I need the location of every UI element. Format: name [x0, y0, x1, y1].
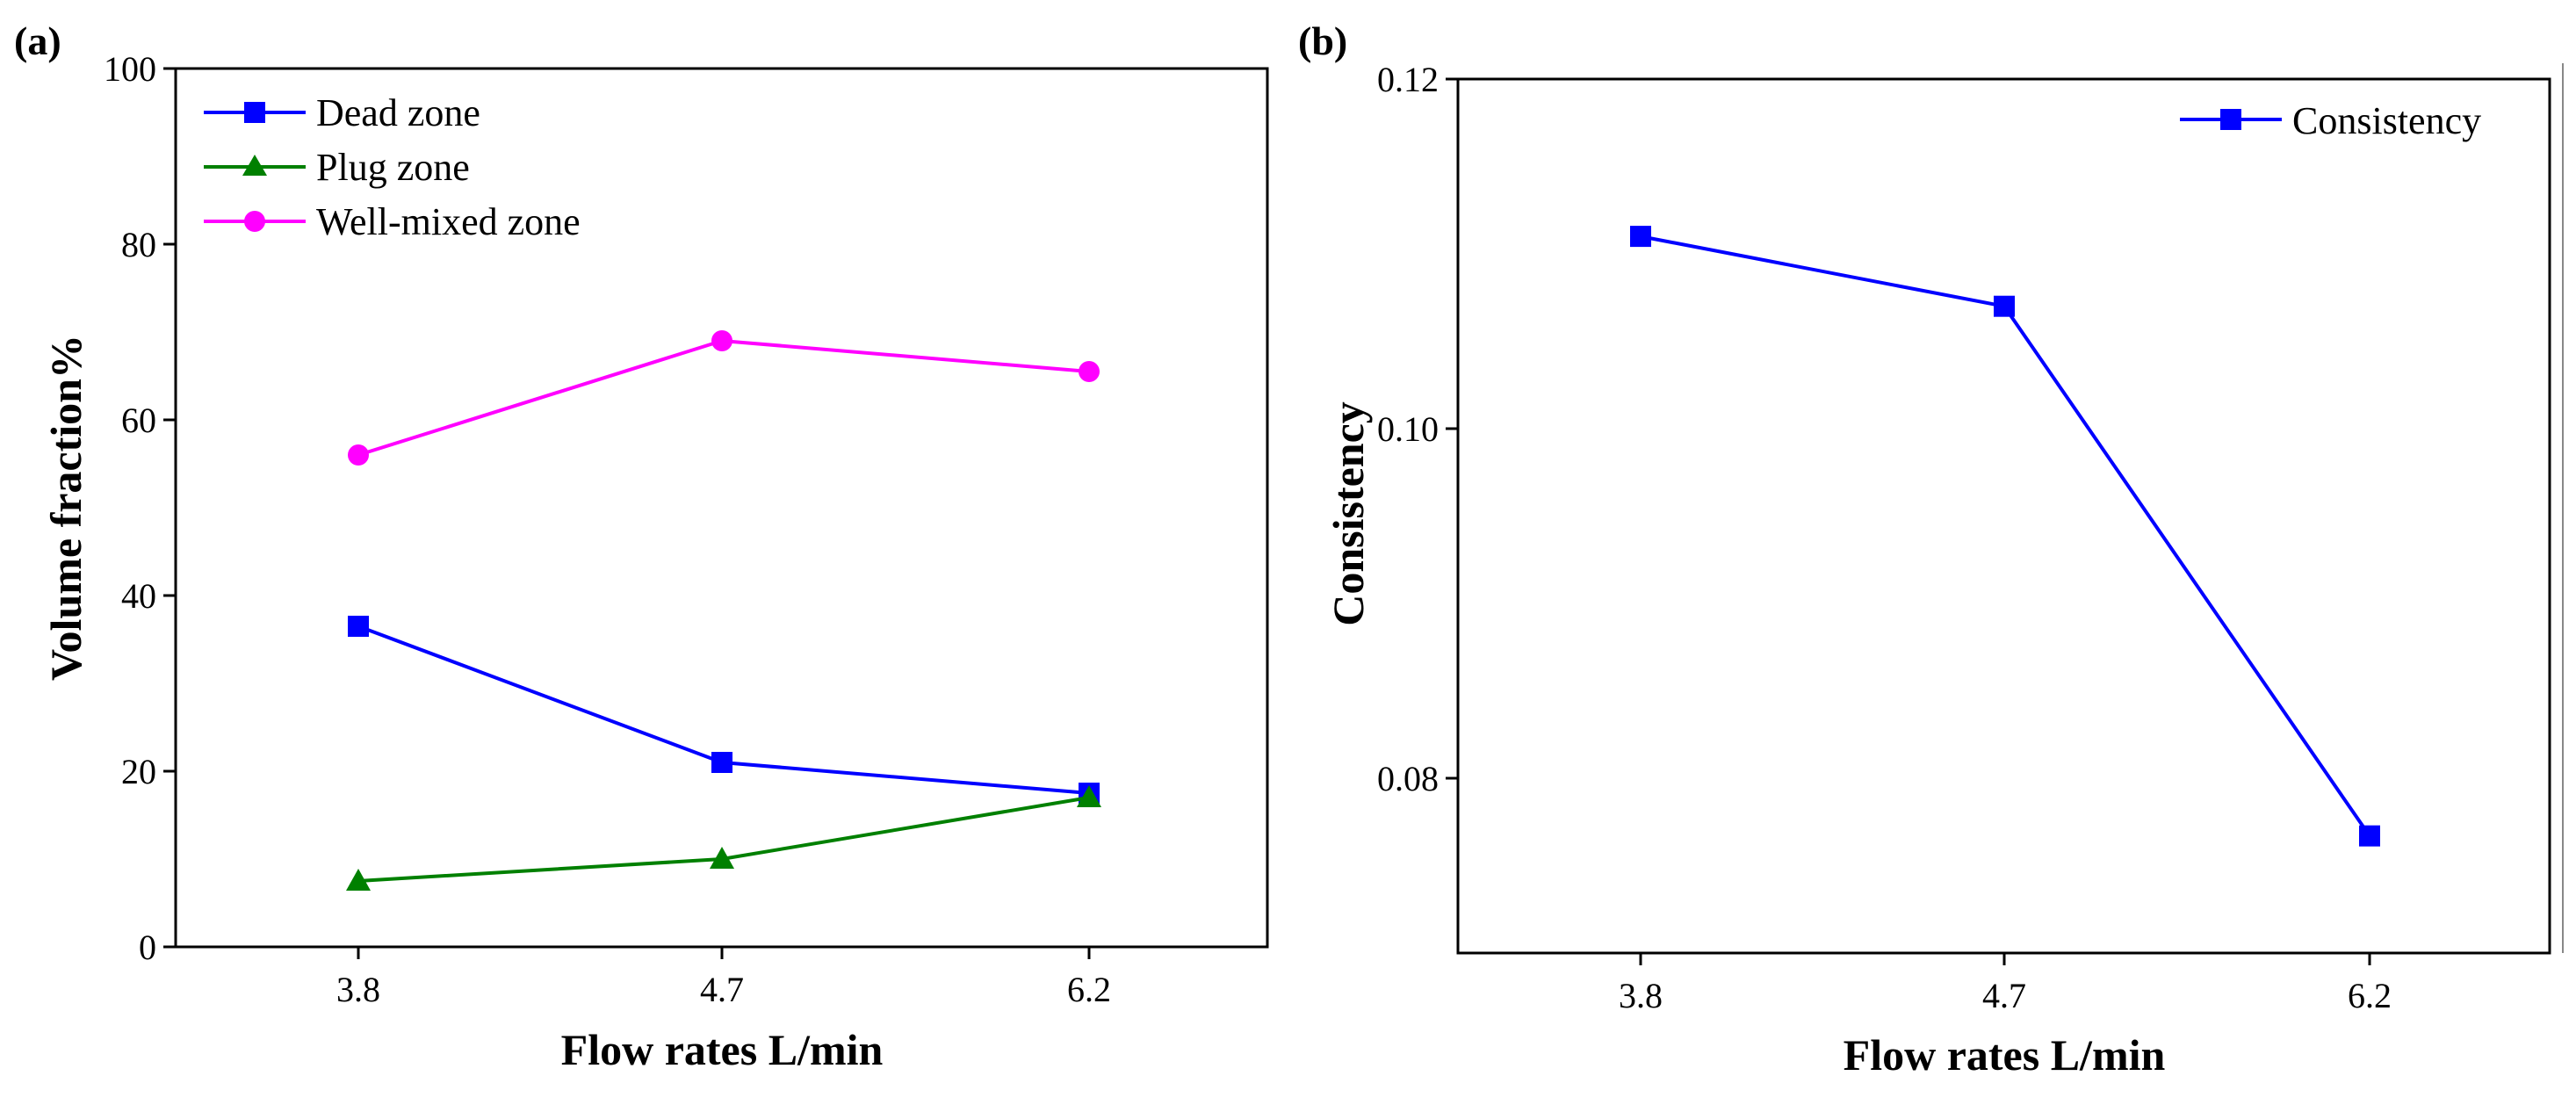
data-point-plug-zone-3-8 — [346, 869, 371, 891]
data-point-plug-zone-4-7 — [710, 847, 734, 869]
data-point-well-mixed-zone-6-2 — [1079, 361, 1100, 382]
panel-b-series — [1630, 226, 2380, 847]
data-point-dead-zone-3-8 — [348, 616, 369, 637]
panel-a: (a) 0 20 40 60 80 100 3.8 4.7 6.2 Flow rates L/… — [14, 18, 1269, 1074]
y-tick-label-20: 20 — [121, 752, 156, 791]
data-point-consistency-6-2 — [2359, 825, 2380, 847]
data-point-well-mixed-zone-4-7 — [711, 330, 732, 351]
legend-marker-dead-zone — [244, 102, 265, 123]
data-point-consistency-4-7 — [1994, 295, 2015, 317]
panel-b-plot-frame — [1456, 77, 2551, 955]
panel-a-x-axis-title: Flow rates L/min — [561, 1025, 884, 1074]
x-tick-label-4-7: 4.7 — [700, 970, 744, 1009]
legend-marker-plug-zone — [242, 155, 267, 176]
legend-item-dead-zone: Dead zone — [204, 91, 480, 134]
y-tick-label-100: 100 — [104, 49, 156, 89]
y-tick-label-0-10: 0.10 — [1377, 409, 1439, 449]
panel-b-y-axis: 0.08 0.10 0.12 — [1377, 60, 1458, 798]
panel-b: (b) 0.08 0.10 0.12 3.8 4.7 6.2 Flow rates L/… — [1298, 18, 2564, 1080]
legend-item-well-mixed-zone: Well-mixed zone — [204, 200, 581, 243]
y-tick-label-40: 40 — [121, 576, 156, 616]
y-tick-label-0-12: 0.12 — [1377, 60, 1439, 99]
legend-label-consistency: Consistency — [2292, 99, 2481, 142]
panel-a-y-axis: 0 20 40 60 80 100 — [104, 49, 176, 967]
data-point-consistency-3-8 — [1630, 226, 1651, 248]
panel-a-series — [346, 330, 1101, 891]
x-tick-label-4-7: 4.7 — [1982, 976, 2026, 1015]
panel-b-x-axis-title: Flow rates L/min — [1844, 1030, 2166, 1080]
x-tick-label-3-8: 3.8 — [336, 970, 380, 1009]
data-point-well-mixed-zone-3-8 — [348, 444, 369, 466]
panel-b-x-axis: 3.8 4.7 6.2 — [1619, 953, 2392, 1015]
x-tick-label-3-8: 3.8 — [1619, 976, 1663, 1015]
legend-label-dead-zone: Dead zone — [316, 91, 480, 134]
panel-b-legend: Consistency — [2180, 99, 2481, 142]
y-tick-label-60: 60 — [121, 401, 156, 440]
legend-marker-well-mixed-zone — [244, 211, 265, 232]
x-tick-label-6-2: 6.2 — [1067, 970, 1111, 1009]
legend-item-plug-zone: Plug zone — [204, 146, 470, 189]
legend-marker-consistency — [2220, 109, 2241, 130]
panel-b-y-axis-title: Consistency — [1324, 401, 1373, 626]
data-point-dead-zone-4-7 — [711, 752, 732, 773]
legend-label-plug-zone: Plug zone — [316, 146, 470, 189]
panel-a-y-axis-title: Volume fraction% — [41, 335, 90, 681]
x-tick-label-6-2: 6.2 — [2348, 976, 2392, 1015]
legend-item-consistency: Consistency — [2180, 99, 2481, 142]
series-line-well-mixed-zone — [357, 338, 1090, 457]
panel-a-label: (a) — [14, 18, 61, 63]
panel-b-label: (b) — [1298, 18, 1347, 63]
y-tick-label-0: 0 — [139, 928, 156, 967]
panel-a-x-axis: 3.8 4.7 6.2 — [336, 947, 1111, 1009]
y-tick-label-80: 80 — [121, 225, 156, 264]
data-point-plug-zone-6-2 — [1077, 785, 1101, 807]
series-line-consistency — [1640, 235, 2371, 837]
y-tick-label-0-08: 0.08 — [1377, 759, 1439, 798]
panel-a-legend: Dead zone Plug zone Well-mixed zone — [204, 91, 581, 243]
legend-label-well-mixed-zone: Well-mixed zone — [316, 200, 581, 243]
